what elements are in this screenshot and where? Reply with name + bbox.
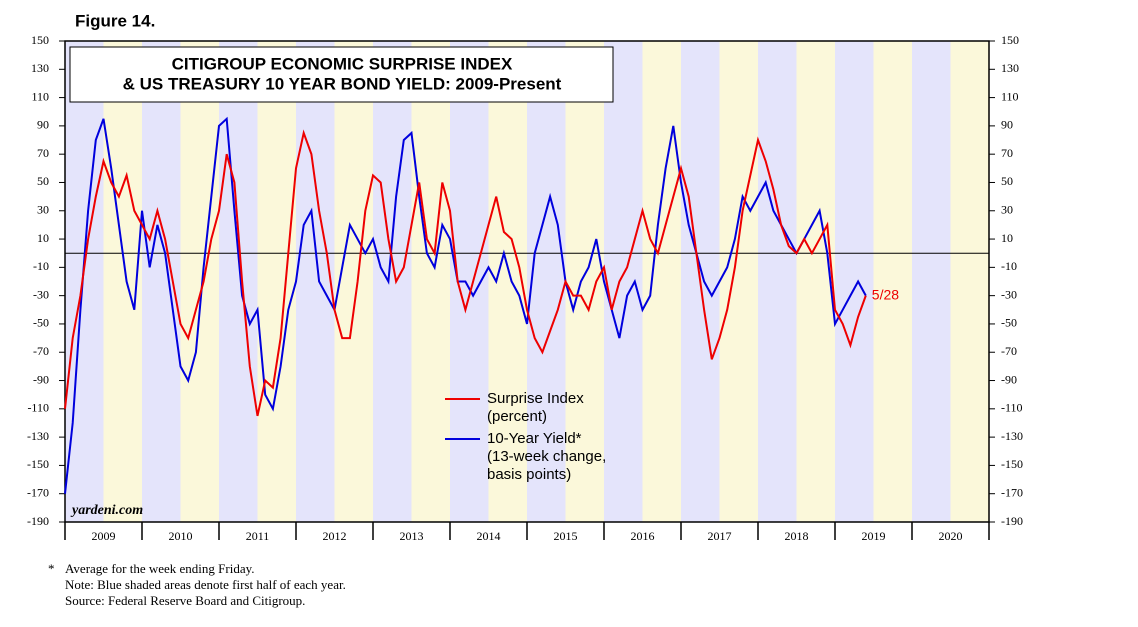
shade-first-half xyxy=(527,41,566,522)
y2-tick-label: -50 xyxy=(1001,316,1017,330)
shade-second-half xyxy=(873,41,912,522)
y-tick-label: -150 xyxy=(27,457,49,471)
y2-tick-label: 70 xyxy=(1001,146,1013,160)
shade-first-half xyxy=(912,41,951,522)
legend-sublabel: (percent) xyxy=(487,408,547,425)
title-box xyxy=(69,46,614,103)
shade-first-half xyxy=(835,41,874,522)
y-tick-label: -30 xyxy=(33,287,49,301)
series-line xyxy=(64,129,867,417)
shade-second-half xyxy=(180,41,219,522)
chart-title: CITIGROUP ECONOMIC SURPRISE INDEX xyxy=(172,54,513,73)
shade-second-half xyxy=(488,41,527,522)
plot-frame xyxy=(64,40,990,523)
y-tick-label: -110 xyxy=(27,401,49,415)
y-tick-label: -130 xyxy=(27,429,49,443)
footnote-marker: * xyxy=(48,561,55,576)
y-tick-label: 130 xyxy=(31,61,49,75)
x-tick-label: 2018 xyxy=(785,529,809,543)
y2-tick-label: -170 xyxy=(1001,485,1023,499)
y2-tick-label: -130 xyxy=(1001,429,1023,443)
shade-second-half xyxy=(334,41,373,522)
y2-tick-label: 110 xyxy=(1001,89,1019,103)
y-tick-label: -50 xyxy=(33,316,49,330)
shade-second-half xyxy=(796,41,835,522)
legend-sublabel: basis points) xyxy=(487,466,571,483)
x-tick-label: 2016 xyxy=(631,529,655,543)
y-tick-label: -90 xyxy=(33,372,49,386)
y-tick-label: -190 xyxy=(27,514,49,528)
legend-label: Surprise Index xyxy=(487,390,584,407)
shade-second-half xyxy=(950,41,989,522)
y-tick-label: -10 xyxy=(33,259,49,273)
shade-first-half xyxy=(758,41,797,522)
y2-tick-label: -30 xyxy=(1001,287,1017,301)
y-tick-label: 90 xyxy=(37,118,49,132)
shade-second-half xyxy=(565,41,604,522)
shade-first-half xyxy=(373,41,412,522)
shade-second-half xyxy=(642,41,681,522)
x-tick-label: 2015 xyxy=(554,529,578,543)
y2-tick-label: -90 xyxy=(1001,372,1017,386)
y-tick-label: 30 xyxy=(37,203,49,217)
legend-label: 10-Year Yield* xyxy=(487,430,582,447)
y2-tick-label: 150 xyxy=(1001,33,1019,47)
shade-first-half xyxy=(604,41,643,522)
x-tick-label: 2020 xyxy=(939,529,963,543)
y2-tick-label: -10 xyxy=(1001,259,1017,273)
x-tick-label: 2019 xyxy=(862,529,886,543)
y-tick-label: -170 xyxy=(27,485,49,499)
y2-tick-label: 90 xyxy=(1001,118,1013,132)
y2-tick-label: -70 xyxy=(1001,344,1017,358)
footnote: Average for the week ending Friday. xyxy=(65,561,255,576)
y2-tick-label: 50 xyxy=(1001,174,1013,188)
y-tick-label: 10 xyxy=(37,231,49,245)
x-tick-label: 2014 xyxy=(477,529,501,543)
y-tick-label: 110 xyxy=(31,89,49,103)
shade-first-half xyxy=(219,41,258,522)
y2-tick-label: 30 xyxy=(1001,203,1013,217)
y2-tick-label: 10 xyxy=(1001,231,1013,245)
figure-label: Figure 14. xyxy=(75,11,155,30)
x-tick-label: 2010 xyxy=(169,529,193,543)
y-tick-label: -70 xyxy=(33,344,49,358)
legend-sublabel: (13-week change, xyxy=(487,448,606,465)
shade-second-half xyxy=(411,41,450,522)
x-tick-label: 2013 xyxy=(400,529,424,543)
watermark: yardeni.com xyxy=(70,503,143,518)
x-tick-label: 2012 xyxy=(323,529,347,543)
y2-tick-label: -110 xyxy=(1001,401,1023,415)
y2-tick-label: -150 xyxy=(1001,457,1023,471)
x-tick-label: 2009 xyxy=(92,529,116,543)
x-tick-label: 2017 xyxy=(708,529,732,543)
chart-title: & US TREASURY 10 YEAR BOND YIELD: 2009-P… xyxy=(123,74,562,93)
series-line xyxy=(64,116,867,494)
shade-second-half xyxy=(719,41,758,522)
shade-first-half xyxy=(296,41,335,522)
shade-first-half xyxy=(142,41,181,522)
y2-tick-label: -190 xyxy=(1001,514,1023,528)
x-tick-label: 2011 xyxy=(246,529,270,543)
y-tick-label: 150 xyxy=(31,33,49,47)
end-label: 5/28 xyxy=(872,286,899,302)
footnote: Note: Blue shaded areas denote first hal… xyxy=(65,577,346,592)
shade-second-half xyxy=(257,41,296,522)
y2-tick-label: 130 xyxy=(1001,61,1019,75)
y-tick-label: 50 xyxy=(37,174,49,188)
shade-first-half xyxy=(450,41,489,522)
y-tick-label: 70 xyxy=(37,146,49,160)
footnote: Source: Federal Reserve Board and Citigr… xyxy=(65,593,305,608)
